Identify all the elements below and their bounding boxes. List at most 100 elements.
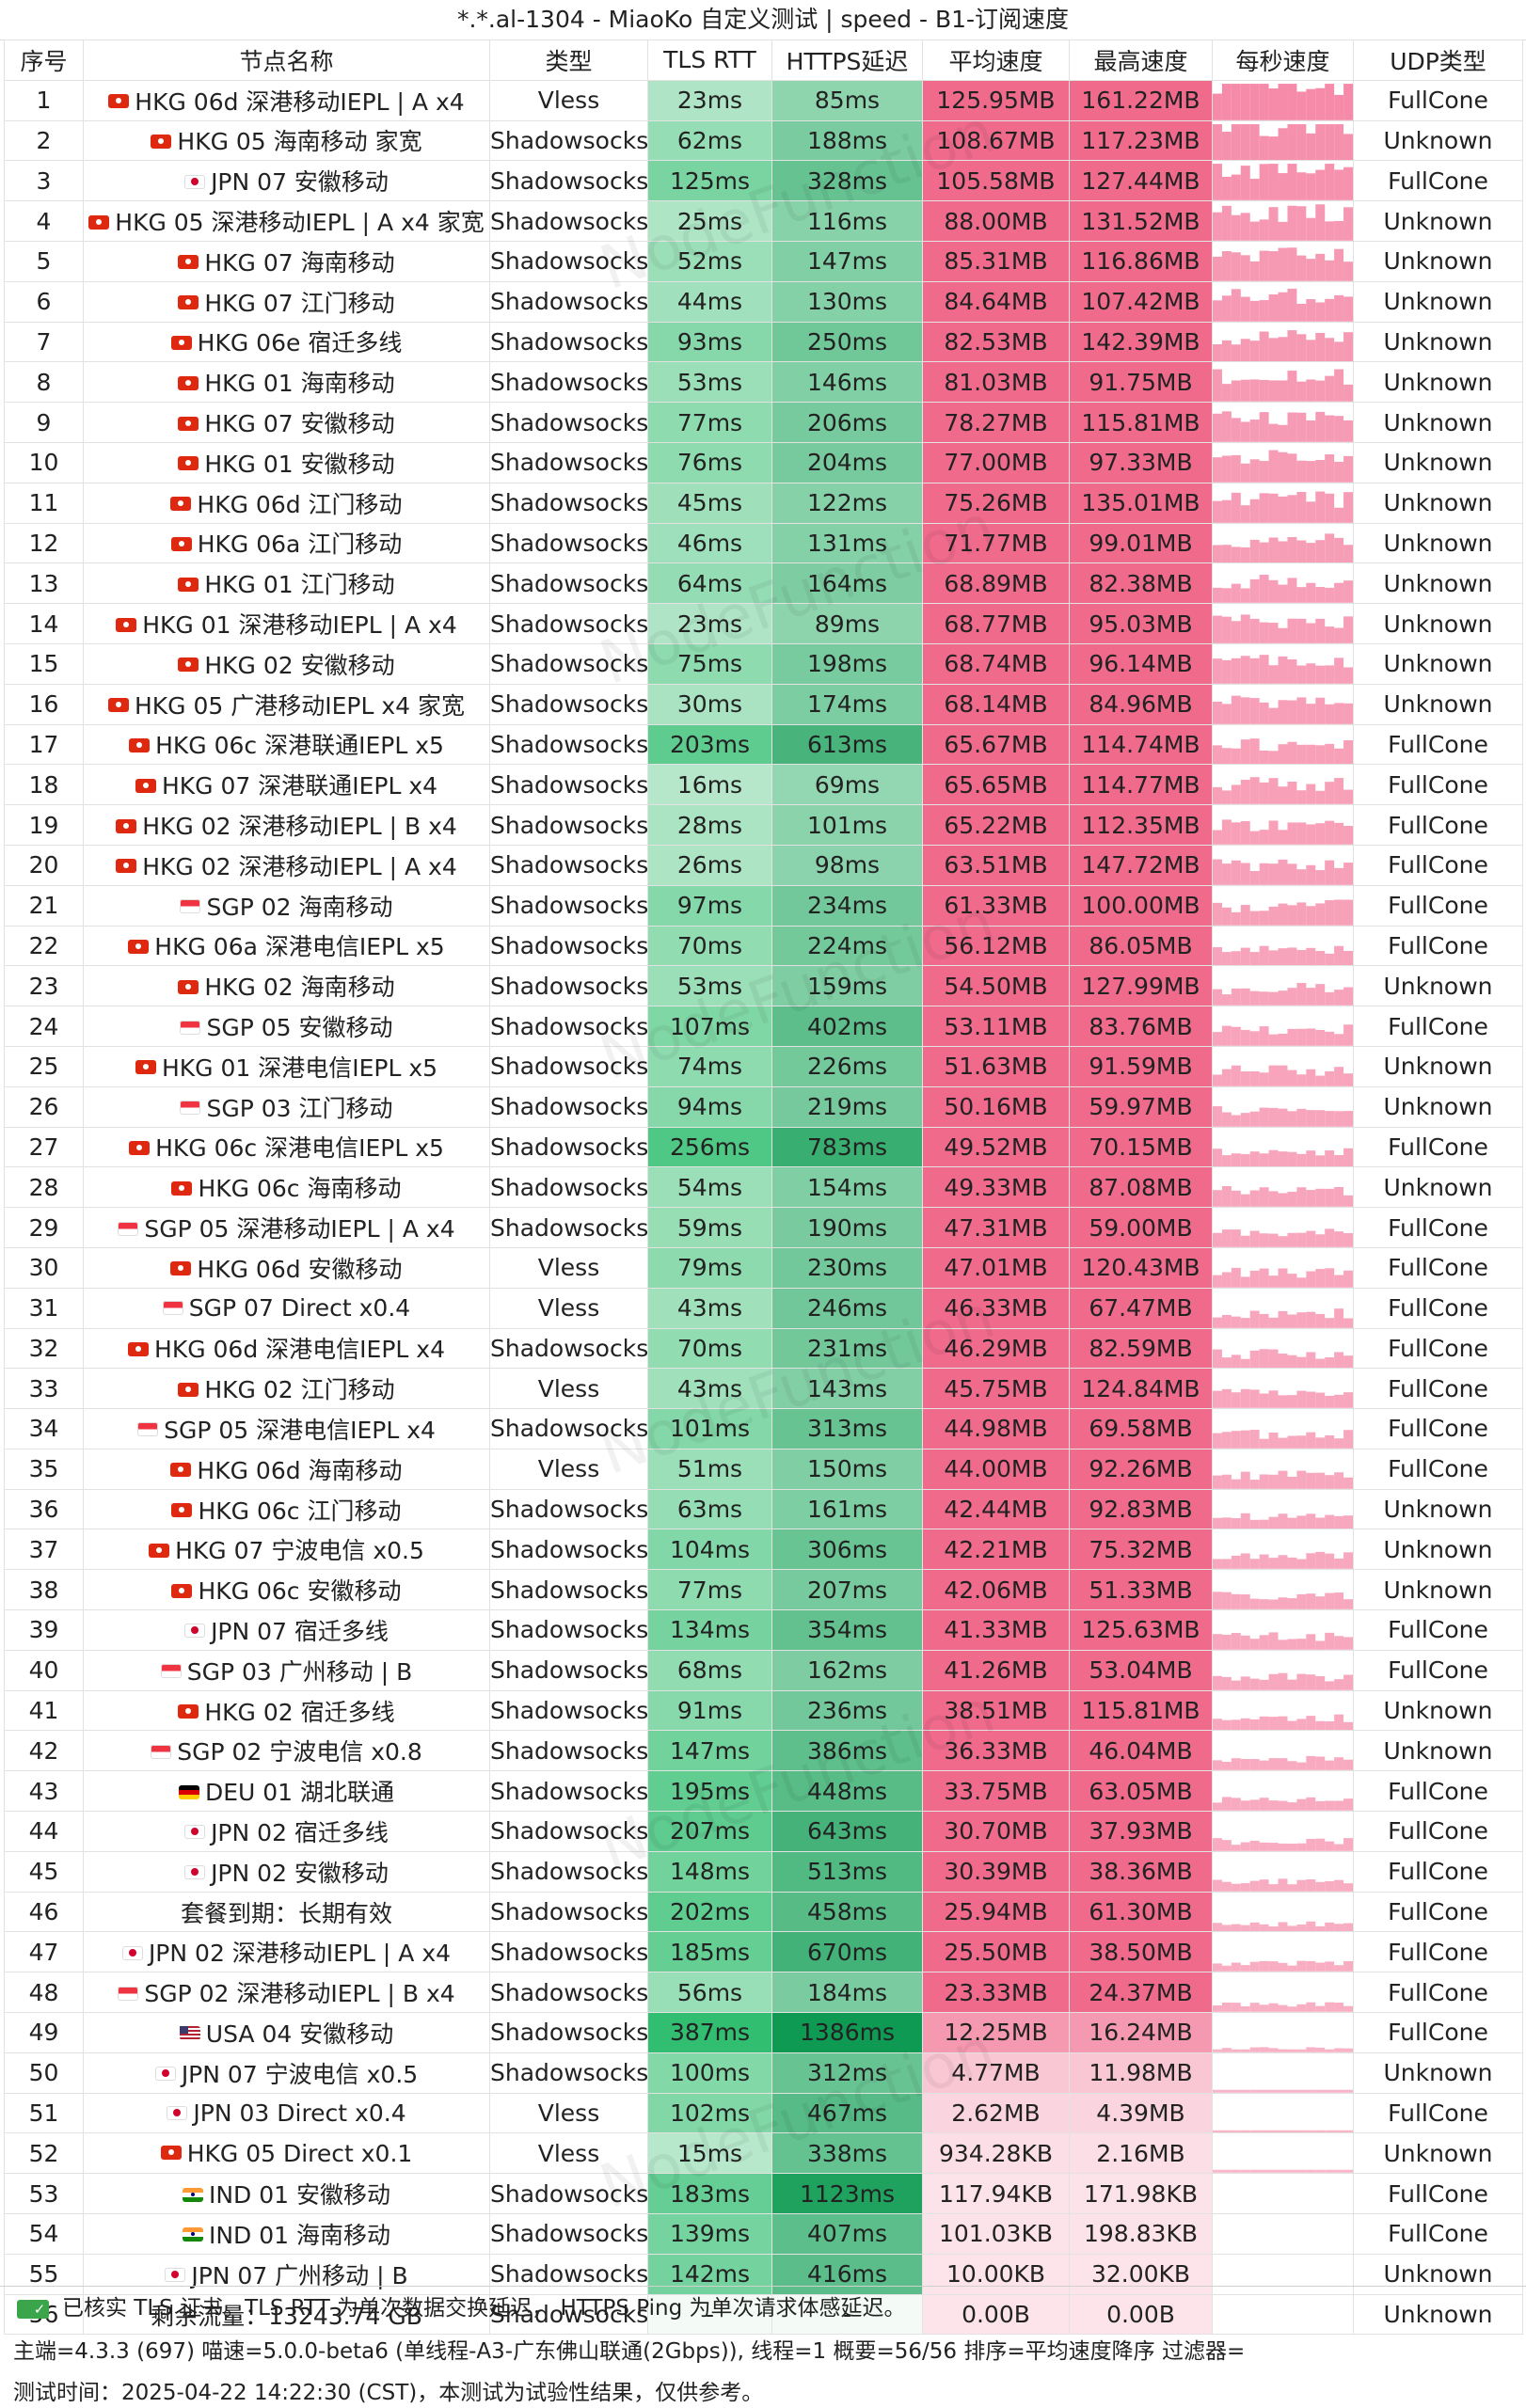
- sparkline-bar: [1240, 547, 1250, 562]
- tls-rtt-cell: 100ms: [647, 2052, 772, 2094]
- table-row: 11 HKG 06d 江门移动 Shadowsocks 45ms 122ms 75.26M…: [4, 482, 1523, 524]
- footer-line-2: 主端=4.3.3 (697) 喵速=5.0.0-beta6 (单线程-A3-广东…: [13, 2339, 1246, 2364]
- sparkline-bar: [1221, 1229, 1232, 1247]
- per-second-cell: [1212, 240, 1354, 282]
- sparkline-bar: [1343, 1552, 1353, 1569]
- flag-hk-icon: [135, 778, 156, 793]
- sparkline-bar: [1325, 1632, 1335, 1650]
- sparkline-bar: [1296, 1594, 1307, 1609]
- udp-type-cell: FullCone: [1353, 2092, 1523, 2134]
- per-second-cell: [1212, 1368, 1354, 1410]
- avg-speed-cell: 10.00KB: [922, 2253, 1070, 2295]
- sparkline-bar: [1287, 453, 1297, 483]
- sparkline-bar: [1306, 744, 1316, 764]
- speed-sparkline: [1213, 1592, 1353, 1609]
- sparkline-bar: [1213, 588, 1222, 603]
- udp-type-cell: FullCone: [1353, 160, 1523, 202]
- index-cell: 34: [4, 1408, 84, 1450]
- sparkline-bar: [1306, 1391, 1316, 1408]
- sparkline-bar: [1240, 1635, 1250, 1650]
- sparkline-bar: [1259, 164, 1269, 200]
- per-second-cell: [1212, 522, 1354, 564]
- sparkline-bar: [1315, 491, 1326, 523]
- sparkline-bar: [1231, 2049, 1241, 2052]
- sparkline-bar: [1221, 544, 1232, 562]
- sparkline-bar: [1259, 1152, 1269, 1166]
- node-name-cell: DEU 01 湖北联通: [83, 1770, 490, 1813]
- sparkline-bar: [1221, 1432, 1232, 1449]
- sparkline-bar: [1287, 2089, 1297, 2093]
- sparkline-bar: [1325, 1435, 1335, 1449]
- sparkline-bar: [1268, 1516, 1279, 1529]
- node-name-cell: HKG 06a 江门移动: [83, 522, 490, 564]
- sparkline-bar: [1306, 1593, 1316, 1609]
- udp-type-cell: Unknown: [1353, 200, 1523, 242]
- sparkline-bar: [1325, 1720, 1335, 1730]
- sparkline-bar: [1268, 906, 1279, 926]
- sparkline-bar: [1343, 207, 1353, 241]
- sparkline-bar: [1287, 288, 1297, 322]
- avg-speed-cell: 105.58MB: [922, 160, 1070, 202]
- flag-sg-icon: [160, 1664, 182, 1679]
- sparkline-bar: [1306, 2089, 1316, 2093]
- sparkline-bar: [1278, 1800, 1288, 1811]
- https-delay-cell: 467ms: [771, 2092, 923, 2134]
- sparkline-bar: [1296, 1108, 1307, 1127]
- sparkline-bar: [1213, 1838, 1222, 1851]
- sparkline-bar: [1231, 1479, 1241, 1489]
- node-name-text: SGP 05 深港电信IEPL x4: [164, 1416, 436, 1444]
- per-second-cell: [1212, 1770, 1354, 1813]
- sparkline-bar: [1343, 1110, 1353, 1127]
- node-name-text: HKG 02 深港移动IEPL | A x4: [142, 852, 457, 880]
- avg-speed-cell: 88.00MB: [922, 200, 1070, 242]
- sparkline-bar: [1287, 1925, 1297, 1931]
- avg-speed-cell: 44.98MB: [922, 1408, 1070, 1450]
- per-second-cell: [1212, 2293, 1354, 2336]
- table-row: 36 HKG 06c 江门移动 Shadowsocks 63ms 161ms 42.44M…: [4, 1488, 1523, 1530]
- node-name-cell: SGP 07 Direct x0.4: [83, 1287, 490, 1329]
- flag-hk-icon: [178, 416, 199, 431]
- sparkline-bar: [1259, 702, 1269, 724]
- https-delay-cell: 246ms: [771, 1287, 923, 1329]
- sparkline-bar: [1325, 453, 1335, 483]
- sparkline-bar: [1306, 1756, 1316, 1770]
- sparkline-bar: [1343, 455, 1353, 483]
- sparkline-bar: [1315, 619, 1326, 643]
- sparkline-bar: [1334, 1395, 1344, 1408]
- sparkline-bar: [1306, 1878, 1316, 1892]
- sparkline-bar: [1268, 863, 1279, 885]
- tls-rtt-cell: 107ms: [647, 1006, 772, 1047]
- sparkline-bar: [1287, 164, 1297, 200]
- tls-rtt-cell: 62ms: [647, 119, 772, 162]
- sparkline-bar: [1306, 1271, 1316, 1288]
- speed-sparkline: [1213, 1513, 1353, 1529]
- sparkline-bar: [1334, 1757, 1344, 1770]
- flag-in-icon: [182, 2227, 203, 2242]
- sparkline-bar: [1240, 2006, 1250, 2012]
- node-name-text: HKG 05 Direct x0.1: [186, 2139, 413, 2167]
- sparkline-bar: [1268, 1107, 1279, 1127]
- speed-sparkline: [1213, 329, 1353, 361]
- sparkline-bar: [1287, 1844, 1297, 1851]
- max-speed-cell: 114.77MB: [1069, 764, 1213, 806]
- https-delay-cell: 147ms: [771, 240, 923, 282]
- avg-speed-cell: 934.28KB: [922, 2132, 1070, 2175]
- sparkline-bar: [1213, 1922, 1222, 1931]
- node-name-text: HKG 07 安徽移动: [204, 410, 395, 438]
- index-cell: 47: [4, 1931, 84, 1973]
- avg-speed-cell: 63.51MB: [922, 844, 1070, 886]
- flag-hk-icon: [178, 1382, 199, 1397]
- sparkline-bar: [1221, 177, 1232, 200]
- index-cell: 37: [4, 1529, 84, 1571]
- type-cell: Shadowsocks: [489, 1891, 648, 1933]
- sparkline-bar: [1334, 1438, 1344, 1449]
- sparkline-bar: [1315, 1437, 1326, 1449]
- index-cell: 18: [4, 764, 84, 806]
- sparkline-bar: [1249, 1639, 1260, 1650]
- sparkline-bar: [1278, 424, 1288, 442]
- max-speed-cell: 171.98KB: [1069, 2173, 1213, 2215]
- udp-type-cell: FullCone: [1353, 844, 1523, 886]
- sparkline-bar: [1343, 1599, 1353, 1609]
- sparkline-bar: [1213, 212, 1222, 241]
- sparkline-bar: [1259, 1519, 1269, 1529]
